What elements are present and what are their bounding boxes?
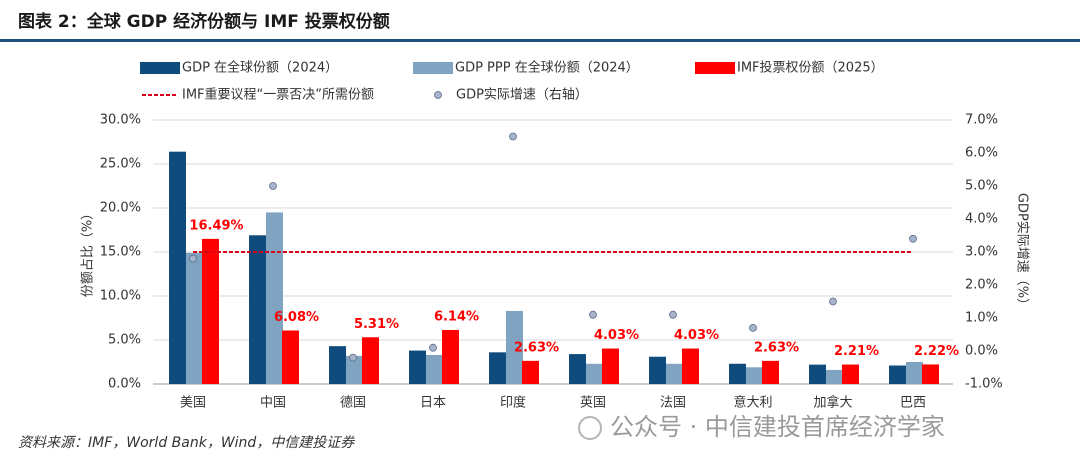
watermark-icon xyxy=(578,416,602,440)
bar xyxy=(746,367,763,384)
bar xyxy=(329,346,346,384)
y2-axis-label: GDP实际增速（%） xyxy=(1015,193,1030,311)
x-tick-label: 印度 xyxy=(500,395,526,411)
x-tick-label: 美国 xyxy=(180,396,206,411)
bar xyxy=(906,362,923,384)
bar xyxy=(602,348,619,384)
bar xyxy=(826,369,843,384)
y-tick-label: 10.0% xyxy=(100,289,141,304)
scatter-point xyxy=(349,353,357,362)
y2-tick-label: 1.0% xyxy=(965,311,998,326)
bar xyxy=(809,364,826,384)
y2-tick-label: 3.0% xyxy=(965,245,998,260)
data-label: 2.21% xyxy=(834,344,879,359)
x-tick-label: 加拿大 xyxy=(813,395,852,411)
legend-label: GDP PPP 在全球份额（2024） xyxy=(455,60,639,76)
x-tick-label: 中国 xyxy=(260,396,286,411)
bar xyxy=(282,330,299,384)
bar xyxy=(569,354,586,384)
data-label: 2.63% xyxy=(754,340,799,355)
data-label: 2.63% xyxy=(514,340,559,355)
data-label: 6.14% xyxy=(434,309,479,324)
legend-label: IMF投票权份额（2025） xyxy=(737,60,884,76)
x-tick-label: 巴西 xyxy=(900,396,926,411)
data-label: 6.08% xyxy=(274,310,319,325)
bar xyxy=(586,363,603,384)
y-axis-label: 份额占比（%） xyxy=(81,207,96,297)
bar xyxy=(522,360,539,384)
scatter-point xyxy=(749,323,757,332)
bar xyxy=(426,354,443,384)
y2-tick-label: 4.0% xyxy=(965,212,998,227)
bar xyxy=(889,365,906,384)
scatter-point xyxy=(829,297,837,306)
source: 资料来源：IMF，World Bank，Wind，中信建投证券 xyxy=(18,435,355,451)
data-label: 2.22% xyxy=(914,344,959,359)
x-tick-label: 法国 xyxy=(660,396,686,411)
bar xyxy=(186,252,203,384)
chart-title: 图表 2：全球 GDP 经济份额与 IMF 投票权份额 xyxy=(18,11,390,32)
y-tick-label: 30.0% xyxy=(100,113,141,128)
y2-tick-label: 0.0% xyxy=(965,344,998,359)
data-label: 5.31% xyxy=(354,317,399,332)
y-tick-label: 15.0% xyxy=(100,245,141,260)
x-tick-label: 日本 xyxy=(420,396,446,411)
scatter-point xyxy=(269,182,277,190)
scatter-point xyxy=(909,234,917,243)
y2-tick-label: 2.0% xyxy=(965,278,998,293)
y2-tick-label: 5.0% xyxy=(965,179,998,194)
y-tick-label: 20.0% xyxy=(100,201,141,216)
bar xyxy=(346,355,363,384)
scatter-point xyxy=(509,132,517,141)
legend-label: GDP实际增速（右轴） xyxy=(456,88,588,103)
legend-swatch xyxy=(413,62,453,74)
scatter-point xyxy=(429,343,437,352)
y-tick-label: 0.0% xyxy=(108,377,141,392)
bar xyxy=(729,363,746,384)
x-tick-label: 意大利 xyxy=(733,395,772,411)
bar xyxy=(762,360,779,384)
data-label: 16.49% xyxy=(189,218,243,233)
y2-tick-label: 6.0% xyxy=(965,146,998,161)
bar xyxy=(362,337,379,384)
scatter-point xyxy=(589,310,597,319)
legend-swatch xyxy=(695,62,735,74)
legend-label: GDP 在全球份额（2024） xyxy=(182,60,338,76)
watermark: 公众号 · 中信建投首席经济学家 xyxy=(610,413,945,441)
legend-swatch xyxy=(434,91,442,99)
bar xyxy=(409,350,426,384)
bar xyxy=(249,235,266,384)
bar xyxy=(922,364,939,384)
x-tick-label: 德国 xyxy=(340,396,366,411)
bar xyxy=(169,151,186,384)
bar xyxy=(649,356,666,384)
y2-tick-label: -1.0% xyxy=(965,377,1003,392)
y-tick-label: 25.0% xyxy=(100,157,141,172)
title-rule xyxy=(0,39,1080,42)
bar xyxy=(842,364,859,384)
bar xyxy=(682,348,699,384)
data-label: 4.03% xyxy=(674,328,719,343)
bar xyxy=(442,329,459,384)
scatter-point xyxy=(189,254,197,263)
bar xyxy=(489,352,506,384)
x-tick-label: 英国 xyxy=(580,396,606,411)
bar xyxy=(506,310,523,384)
scatter-point xyxy=(669,310,677,319)
legend-label: IMF重要议程“一票否决”所需份额 xyxy=(182,87,374,103)
bar xyxy=(666,363,683,384)
bar xyxy=(266,212,283,384)
legend-swatch xyxy=(140,62,180,74)
data-label: 4.03% xyxy=(594,328,639,343)
bar xyxy=(202,238,219,384)
y2-tick-label: 7.0% xyxy=(965,113,998,128)
y-tick-label: 5.0% xyxy=(108,333,141,348)
